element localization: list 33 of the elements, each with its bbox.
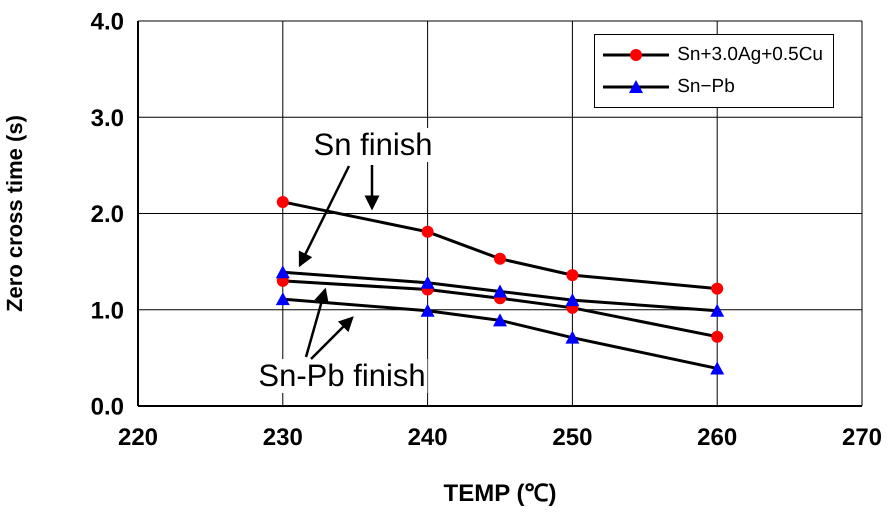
annotation: Sn-Pb finish bbox=[256, 358, 428, 393]
point bbox=[276, 196, 289, 208]
y-tick-label: 0.0 bbox=[90, 394, 124, 421]
x-tick-label: 250 bbox=[552, 424, 592, 452]
y-axis-title: Zero cross time (s) bbox=[2, 115, 27, 312]
legend-label: Sn−Pb bbox=[677, 76, 735, 98]
y-tick-label: 1.0 bbox=[90, 297, 124, 324]
x-tick-label: 240 bbox=[408, 424, 448, 452]
point bbox=[711, 330, 724, 343]
point bbox=[493, 284, 507, 298]
x-tick-label: 270 bbox=[842, 424, 882, 452]
legend-label: Sn+3.0Ag+0.5Cu bbox=[677, 44, 823, 66]
point bbox=[420, 276, 435, 289]
point bbox=[276, 265, 290, 278]
y-tick-label: 2.0 bbox=[90, 201, 124, 228]
point bbox=[276, 292, 290, 306]
x-tick-label: 230 bbox=[262, 424, 303, 452]
x-tick-label: 260 bbox=[697, 424, 738, 452]
point bbox=[566, 269, 578, 282]
point bbox=[494, 252, 506, 265]
point bbox=[422, 226, 434, 238]
annotation: Sn finish bbox=[312, 127, 434, 162]
point bbox=[710, 361, 724, 374]
point bbox=[565, 293, 580, 306]
point bbox=[710, 304, 724, 317]
point bbox=[420, 304, 435, 317]
point bbox=[711, 282, 724, 295]
y-tick-label: 4.0 bbox=[90, 8, 124, 36]
point bbox=[493, 313, 507, 326]
point bbox=[565, 330, 580, 344]
x-axis-title: TEMP (℃) bbox=[444, 480, 556, 507]
x-tick-label: 220 bbox=[118, 424, 158, 452]
y-tick-label: 3.0 bbox=[90, 104, 124, 132]
